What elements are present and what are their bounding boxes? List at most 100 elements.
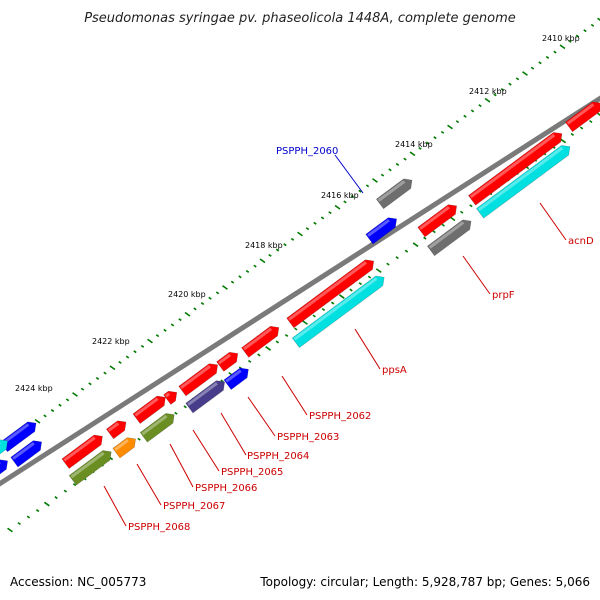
inner-ruler-tick [294, 327, 298, 331]
gene-label-acnd[interactable]: acnD [568, 236, 594, 247]
ruler-tick [484, 97, 491, 103]
gene-pspph-2063[interactable] [216, 349, 242, 372]
gene-pspph-2062-shape [241, 325, 280, 358]
inner-ruler-tick [183, 405, 187, 409]
gene-pspph-2068-2-highlight [70, 451, 105, 479]
gene-acnd-2[interactable] [476, 142, 573, 219]
ruler-tick [118, 360, 122, 364]
gene-pspph-2068b[interactable] [112, 434, 139, 459]
gene-pspph-2065-2[interactable] [185, 377, 228, 414]
genome-backbone [0, 95, 600, 487]
gene-pspph-2061[interactable] [365, 214, 400, 245]
ruler-tick [320, 216, 325, 220]
gene-prpc-highlight [566, 103, 595, 125]
ruler-tick [208, 296, 212, 300]
inner-ruler-tick [17, 521, 21, 526]
ruler-tick [65, 398, 70, 402]
backbone-line [0, 95, 600, 487]
gene-acnd-2-shape [476, 145, 571, 219]
gene-left-1[interactable] [0, 418, 39, 453]
ruler-tick [253, 264, 257, 268]
gene-pspph-2063-shape [216, 351, 239, 372]
gene-pspph-2062[interactable] [241, 323, 283, 358]
ruler-label-2422: 2422 kbp [92, 337, 130, 346]
gene-pspph-2067[interactable] [132, 392, 169, 424]
inner-ruler-tick [441, 223, 445, 227]
ruler-tick [155, 334, 160, 338]
gene-label-pspph-2068[interactable]: PSPPH_2068 [128, 522, 190, 533]
gene-ppsa[interactable] [286, 256, 378, 329]
gene-pspph-2068[interactable] [61, 431, 106, 469]
label-leader-lines [103, 154, 567, 527]
ruler-tick [597, 17, 600, 23]
inner-ruler-tick [26, 515, 31, 519]
gene-label-pspph-2067[interactable]: PSPPH_2067 [163, 501, 225, 512]
gene-label-ppsa[interactable]: ppsA [382, 365, 407, 376]
gene-left-3[interactable] [0, 436, 11, 455]
inner-ruler-tick [174, 411, 178, 415]
leader-pspph-2067 [136, 463, 162, 506]
ruler-tick [575, 34, 580, 38]
gene-label-pspph-2062[interactable]: PSPPH_2062 [309, 411, 371, 422]
ruler-tick [178, 318, 182, 322]
gene-pspph-2066[interactable] [163, 388, 181, 405]
gene-prpc[interactable] [564, 98, 600, 133]
inner-ruler-tick [570, 132, 575, 136]
ruler-tick [193, 307, 197, 311]
leader-ppsa [354, 328, 381, 370]
leader-pspph-2060 [334, 154, 364, 194]
ruler-tick [58, 403, 62, 407]
gene-label-pspph-2063[interactable]: PSPPH_2063 [277, 432, 339, 443]
gene-label-pspph-2065[interactable]: PSPPH_2065 [221, 467, 283, 478]
ruler-tick [305, 227, 310, 231]
ruler-tick [245, 269, 250, 273]
gene-label-prpf[interactable]: prpF [492, 290, 515, 301]
gene-pspph-2068a[interactable] [105, 417, 129, 440]
gene-label-pspph-2064[interactable]: PSPPH_2064 [247, 451, 309, 462]
gene-acnd-2-highlight [477, 146, 564, 212]
inner-ruler-tick [35, 509, 40, 513]
gene-left-4[interactable] [0, 456, 11, 475]
inner-ruler-tick [358, 282, 363, 286]
gene-pspph-2068b-highlight [114, 439, 129, 451]
inner-ruler-tick [386, 262, 390, 266]
ruler-label-2424: 2424 kbp [15, 384, 53, 393]
inner-ruler-tick [423, 236, 427, 240]
ruler-tick [403, 157, 407, 161]
inner-ruler-tick [321, 308, 326, 312]
gene-labels: PSPPH_2060 acnD prpF ppsA PSPPH_2062 PSP… [128, 146, 594, 533]
ruler-tick [103, 371, 107, 375]
ruler-label-2412: 2412 kbp [469, 87, 507, 96]
ruler-tick [290, 237, 295, 241]
ruler-tick [313, 221, 317, 225]
gene-prpb[interactable] [417, 201, 460, 238]
gene-pspph-2067-2[interactable] [139, 410, 178, 443]
gene-pspph-2060-highlight [377, 180, 406, 202]
inner-ruler-tick [460, 210, 464, 214]
gene-pspph-2065-shape [178, 363, 219, 397]
inner-ruler-tick [432, 230, 436, 234]
gene-label-pspph-2060[interactable]: PSPPH_2060 [276, 146, 338, 157]
gene-label-pspph-2066[interactable]: PSPPH_2066 [195, 483, 257, 494]
gene-ppsa-2[interactable] [291, 272, 388, 349]
leader-pspph-2062 [281, 375, 308, 416]
gene-acnd[interactable] [468, 129, 565, 206]
gene-pspph-2064-shape [223, 367, 249, 390]
ruler-tick [80, 387, 85, 391]
gene-left-2[interactable] [10, 437, 45, 468]
gene-pspph-2060[interactable] [375, 175, 415, 210]
ruler-tick [530, 66, 535, 70]
gene-left-3-shape [0, 439, 8, 455]
gene-acnd-highlight [469, 133, 556, 199]
gene-features [0, 98, 600, 486]
ruler-tick [470, 109, 475, 113]
ruler-tick [478, 104, 482, 108]
leader-pspph-2063 [247, 396, 276, 437]
gene-pspph-2065[interactable] [178, 360, 221, 397]
gene-pspph-2068-2[interactable] [68, 447, 115, 486]
gene-prpf[interactable] [426, 216, 474, 257]
gene-pspph-2064[interactable] [223, 364, 252, 390]
inner-ruler-tick [412, 242, 419, 248]
ruler-tick [88, 382, 92, 386]
ruler-tick [43, 414, 47, 418]
